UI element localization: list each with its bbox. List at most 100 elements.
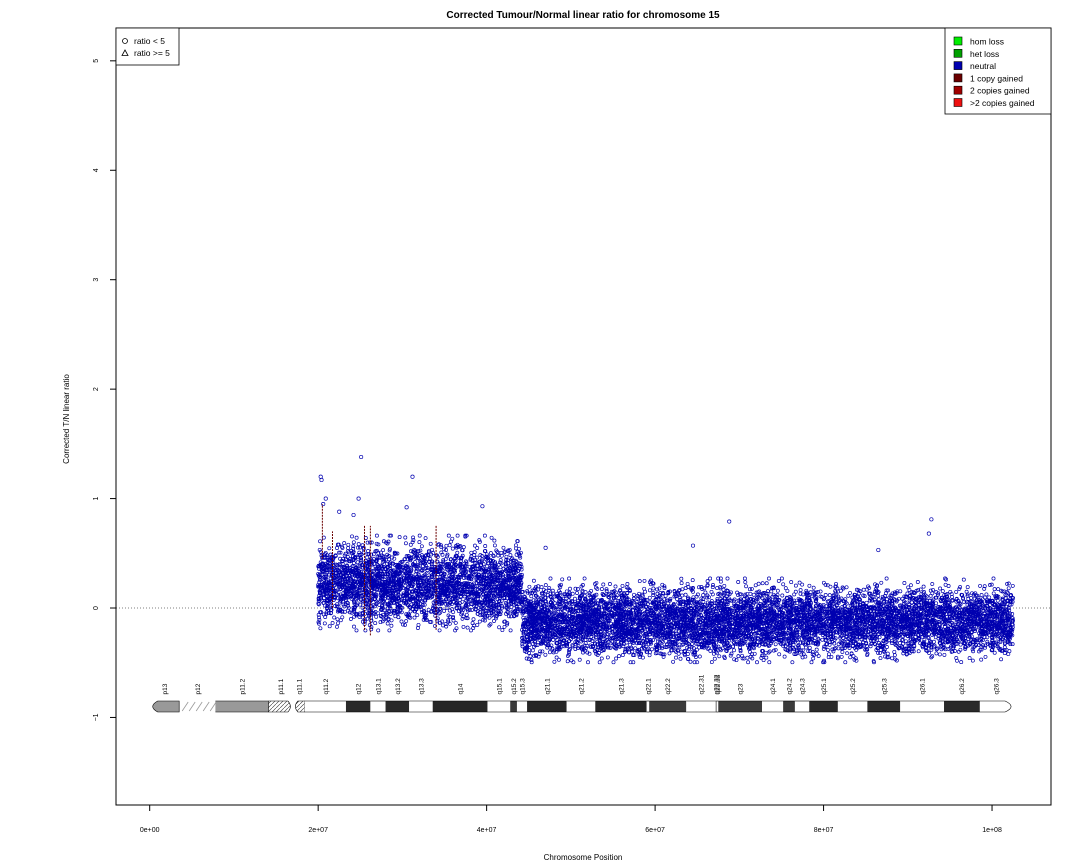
outlier-point bbox=[321, 501, 326, 507]
band-label: q21.1 bbox=[544, 678, 551, 695]
stalk-hatch bbox=[188, 701, 196, 712]
band-label: q22.33 bbox=[715, 674, 722, 694]
shape-legend-label: ratio >= 5 bbox=[134, 48, 170, 58]
outlier-point bbox=[351, 512, 356, 518]
shape-legend-label: ratio < 5 bbox=[134, 36, 165, 46]
legend-swatch bbox=[953, 73, 963, 83]
legend-swatch bbox=[953, 48, 963, 58]
color-legend-label: >2 copies gained bbox=[970, 98, 1035, 108]
stalk-hatch bbox=[181, 701, 189, 712]
triangle-icon bbox=[121, 49, 129, 56]
outlier-point bbox=[926, 531, 931, 536]
band-label: q15.3 bbox=[520, 678, 527, 695]
y-tick-label: 4 bbox=[93, 168, 100, 172]
chromosome-ideogram: p13 p12 p11.2 p11.1 q11.1 q11.2 q12 q13.1 q13.2 q… bbox=[152, 674, 1012, 713]
band-label: q15.1 bbox=[496, 678, 503, 695]
color-legend-label: 2 copies gained bbox=[970, 86, 1030, 96]
legend-swatch bbox=[953, 98, 963, 107]
band-q12 bbox=[345, 701, 371, 713]
band-q13.1 bbox=[370, 701, 386, 713]
x-tick-label: 8e+07 bbox=[814, 827, 834, 834]
band-q14 bbox=[432, 701, 488, 713]
band-label: q15.2 bbox=[511, 678, 518, 695]
shape-legend-box bbox=[115, 27, 180, 66]
band-q24.1 bbox=[762, 701, 784, 713]
band-label: p11.1 bbox=[278, 678, 285, 694]
y-tick-label: 3 bbox=[93, 278, 100, 282]
band-q26.3 bbox=[979, 700, 1012, 713]
band-label: q24.3 bbox=[800, 678, 807, 695]
legend-swatch bbox=[953, 36, 963, 46]
band-q15.2 bbox=[510, 701, 517, 713]
band-label: q13.2 bbox=[395, 678, 402, 695]
color-legend-label: 1 copy gained bbox=[970, 73, 1023, 83]
band-label: q26.2 bbox=[959, 678, 966, 695]
band-q13.3 bbox=[409, 701, 433, 713]
band-q21.3 bbox=[595, 701, 647, 713]
band-q25.2 bbox=[837, 701, 868, 713]
band-label: q21.2 bbox=[578, 678, 585, 695]
outlier-point bbox=[543, 545, 548, 550]
band-label: q11.2 bbox=[323, 678, 330, 694]
y-tick-label: 1 bbox=[93, 497, 100, 501]
band-q25.1 bbox=[809, 701, 838, 713]
band-q22.32 bbox=[715, 701, 717, 713]
outlier-point bbox=[690, 543, 696, 548]
band-q23 bbox=[718, 701, 763, 713]
color-legend: hom loss het loss neutral 1 copy gained 2 co… bbox=[944, 27, 1052, 115]
band-p11.2 bbox=[215, 701, 269, 713]
band-q15.3 bbox=[516, 701, 528, 713]
outlier-point bbox=[727, 519, 732, 524]
outlier-point bbox=[876, 547, 881, 553]
outlier-point bbox=[480, 504, 485, 509]
shape-legend: ratio < 5 ratio >= 5 bbox=[115, 27, 180, 66]
legend-swatch bbox=[953, 61, 963, 70]
band-label: q22.32 bbox=[714, 674, 721, 694]
band-q22.33 bbox=[716, 701, 719, 713]
y-axis: −1 0 1 2 3 4 5 bbox=[93, 59, 117, 721]
band-p13 bbox=[152, 700, 180, 713]
stalk-hatch bbox=[202, 701, 210, 712]
band-label: q23 bbox=[738, 683, 745, 694]
band-label: p13 bbox=[162, 683, 169, 694]
band-q25.3 bbox=[867, 701, 901, 713]
band-label: q25.3 bbox=[881, 678, 888, 695]
band-q11.2 bbox=[304, 701, 346, 713]
segment-2 bbox=[520, 576, 1016, 665]
outlier-point bbox=[319, 477, 324, 483]
band-q11.1 bbox=[295, 700, 305, 713]
band-label: q12 bbox=[356, 683, 363, 694]
segment-1 bbox=[316, 533, 524, 633]
segment-points bbox=[316, 533, 524, 633]
outlier-points bbox=[318, 454, 934, 553]
chart-title: Corrected Tumour/Normal linear ratio for… bbox=[446, 10, 720, 21]
gained-markers bbox=[321, 504, 437, 636]
outlier-point bbox=[337, 509, 342, 514]
outlier-point bbox=[410, 474, 415, 479]
segment-points bbox=[520, 576, 1016, 665]
band-q26.1 bbox=[900, 701, 945, 713]
y-axis-label: Corrected T/N linear ratio bbox=[62, 374, 71, 464]
band-label: q11.1 bbox=[296, 678, 303, 694]
x-axis-label: Chromosome Position bbox=[544, 853, 623, 862]
legend-swatch bbox=[953, 85, 963, 95]
outlier-point bbox=[359, 454, 364, 460]
band-label: q24.2 bbox=[787, 678, 794, 695]
band-q22.2 bbox=[649, 701, 687, 713]
band-label: q21.3 bbox=[618, 678, 625, 695]
outlier-point bbox=[323, 496, 328, 501]
band-label: q22.1 bbox=[645, 678, 652, 695]
band-label: q26.1 bbox=[920, 678, 927, 695]
color-legend-label: hom loss bbox=[970, 37, 1004, 47]
x-tick-label: 6e+07 bbox=[645, 827, 665, 834]
band-q22.31 bbox=[686, 701, 716, 713]
outlier-point bbox=[356, 496, 361, 501]
band-label: q22.2 bbox=[665, 678, 672, 695]
outlier-point bbox=[404, 505, 409, 510]
color-legend-box bbox=[944, 27, 1052, 115]
band-q21.1 bbox=[527, 701, 567, 713]
x-tick-label: 2e+07 bbox=[308, 827, 328, 834]
plot-area bbox=[116, 454, 1051, 665]
band-label: q25.1 bbox=[821, 678, 828, 695]
